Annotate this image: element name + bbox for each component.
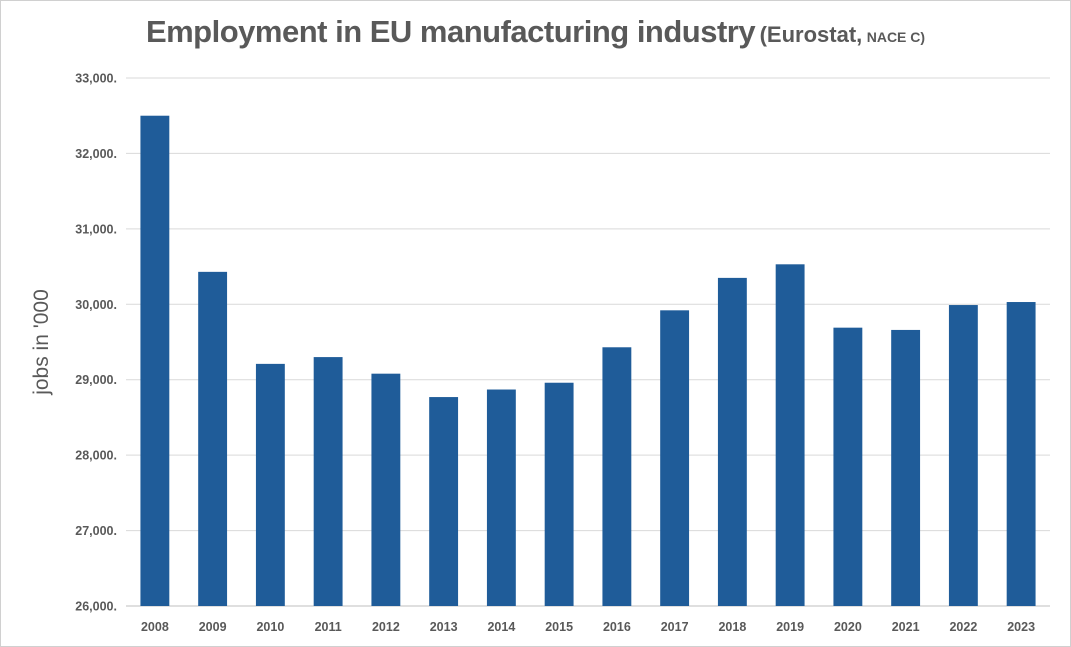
x-tick-label-2017: 2017: [661, 620, 689, 634]
bar-2014: [486, 389, 516, 606]
x-tick-label-2010: 2010: [256, 620, 284, 634]
x-tick-label-2022: 2022: [949, 620, 977, 634]
x-tick-label-2013: 2013: [430, 620, 458, 634]
bar-2017: [660, 310, 690, 606]
chart-title-source: (Eurostat,: [759, 22, 863, 47]
x-tick-labels: 2008 2009 2010 2011 2012 2013 2014 2015 2016 2017…: [141, 620, 1035, 634]
chart-title: Employment in EU manufacturing industry …: [0, 14, 1071, 50]
bar-2016: [602, 347, 632, 606]
y-tick-label: 33,000.: [75, 72, 117, 86]
y-tick-labels: 26,000. 27,000. 28,000. 29,000. 30,000. 31,00…: [75, 72, 117, 614]
chart-title-main: Employment in EU manufacturing industry: [145, 14, 756, 49]
bar-2010: [255, 363, 285, 606]
y-tick-label: 27,000.: [75, 524, 117, 538]
x-tick-label-2009: 2009: [199, 620, 227, 634]
y-tick-label: 26,000.: [75, 600, 117, 614]
x-tick-label-2020: 2020: [834, 620, 862, 634]
bars: [140, 115, 1036, 606]
bar-2022: [948, 305, 978, 606]
x-tick-label-2018: 2018: [718, 620, 746, 634]
x-tick-label-2012: 2012: [372, 620, 400, 634]
bar-2023: [1006, 302, 1036, 606]
chart-title-source-small: NACE C): [866, 29, 926, 45]
x-tick-label-2011: 2011: [315, 620, 342, 634]
x-tick-label-2016: 2016: [603, 620, 631, 634]
bar-2018: [717, 277, 747, 606]
y-tick-label: 29,000.: [75, 373, 117, 387]
x-tick-label-2014: 2014: [487, 620, 515, 634]
bar-2021: [891, 329, 921, 606]
x-tick-label-2008: 2008: [141, 620, 169, 634]
x-tick-label-2019: 2019: [776, 620, 804, 634]
x-tick-label-2021: 2021: [892, 620, 920, 634]
bar-2013: [429, 397, 459, 606]
bar-2015: [544, 382, 574, 606]
bar-2011: [313, 357, 343, 606]
bar-2019: [775, 264, 805, 606]
bar-2008: [140, 115, 170, 606]
bar-2020: [833, 327, 863, 606]
y-tick-label: 30,000.: [75, 298, 117, 312]
bar-2009: [198, 271, 228, 606]
bar-2012: [371, 373, 401, 606]
y-tick-label: 28,000.: [75, 449, 117, 463]
y-tick-label: 32,000.: [75, 147, 117, 161]
x-tick-label-2015: 2015: [545, 620, 573, 634]
x-tick-label-2023: 2023: [1007, 620, 1035, 634]
y-tick-label: 31,000.: [75, 222, 117, 236]
